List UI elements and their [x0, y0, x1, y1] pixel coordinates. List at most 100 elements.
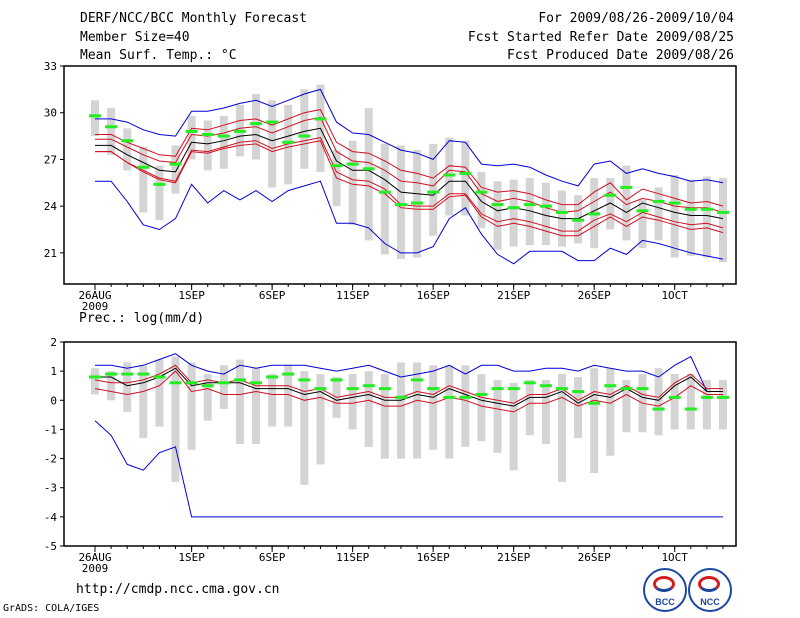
spread-box — [91, 368, 99, 395]
observed-marker — [314, 387, 327, 391]
spread-box — [348, 374, 357, 430]
panel-2: -5 -4 -3 -2 -1 0 1 2 26AUG 1SEP 6SEP 11SEP 16SEP 21SE… — [44, 311, 737, 575]
ensemble-mean-line — [95, 367, 723, 407]
observed-marker — [411, 378, 424, 382]
observed-marker — [523, 203, 536, 207]
y-tick-label: 2 — [50, 336, 57, 349]
observed-marker — [636, 387, 649, 391]
y-tick-label: 24 — [44, 200, 58, 213]
spread-box — [622, 379, 631, 433]
max-envelope-line — [95, 353, 723, 392]
observed-marker — [266, 375, 279, 379]
spread-box — [316, 374, 325, 465]
plot-frame — [63, 341, 737, 547]
spread-box — [719, 379, 727, 430]
spread-box — [123, 362, 132, 412]
spread-box — [638, 199, 647, 249]
observed-marker — [137, 372, 150, 376]
observed-marker — [604, 384, 617, 388]
observed-marker — [378, 190, 391, 194]
observed-marker — [668, 395, 681, 399]
spread-box — [139, 146, 148, 213]
observed-marker — [539, 384, 552, 388]
chart-title: DERF/NCC/BCC Monthly Forecast — [80, 11, 307, 26]
spread-box — [461, 140, 470, 216]
spread-box — [525, 178, 534, 246]
spread-box — [284, 365, 293, 427]
observed-marker — [121, 372, 134, 376]
y-tick-label: 1 — [50, 365, 57, 378]
year-label: 2009 — [82, 300, 109, 313]
spread-box — [445, 365, 454, 459]
observed-marker — [89, 375, 101, 379]
observed-marker — [443, 173, 456, 177]
observed-marker — [475, 392, 488, 396]
spread-box — [187, 115, 196, 160]
observed-marker — [185, 381, 198, 385]
observed-marker — [89, 114, 101, 118]
spread-box — [380, 143, 389, 255]
spread-box — [493, 181, 502, 250]
spread-box — [107, 371, 116, 401]
min-envelope-line — [94, 420, 723, 518]
observed-marker — [411, 201, 424, 205]
x-tick-label: 21SEP — [497, 289, 530, 302]
observed-marker — [362, 384, 375, 388]
observed-marker — [572, 390, 585, 394]
y-tick-label: 0 — [50, 394, 57, 407]
x-tick-label: 1SEP — [178, 551, 205, 564]
spread-box — [107, 108, 116, 155]
spread-box — [670, 374, 679, 430]
spread-box — [429, 365, 438, 450]
observed-marker — [604, 193, 617, 197]
spread-box — [380, 374, 389, 459]
observed-marker — [507, 206, 520, 210]
bcc-emblem-icon — [653, 576, 675, 592]
observed-marker — [427, 190, 440, 194]
spread-box — [268, 100, 277, 188]
spread-box — [91, 100, 99, 137]
x-tick-label: 26AUG — [78, 289, 111, 302]
observed-marker — [717, 395, 729, 399]
spread-box — [509, 179, 518, 247]
y-tick-label: -4 — [44, 511, 58, 524]
observed-marker — [250, 122, 263, 126]
observed-marker — [137, 165, 150, 169]
observed-marker — [185, 129, 198, 133]
grads-credit: GrADS: COLA/IGES — [3, 603, 100, 614]
panel-1: 21 24 27 30 33 26AUG 1SEP 6SEP 11SEP 16SEP 21SEP 26… — [44, 60, 737, 313]
x-tick-label: 11SEP — [336, 289, 369, 302]
max-envelope-line — [95, 88, 724, 187]
x-tick-label: 1OCT — [661, 551, 688, 564]
observed-marker — [330, 378, 343, 382]
x-tick-label: 6SEP — [259, 551, 286, 564]
p75-line — [95, 116, 724, 213]
variable-label: Mean Surf. Temp.: °C — [80, 48, 237, 63]
spread-box — [557, 374, 566, 482]
observed-marker — [121, 139, 134, 143]
observed-marker — [620, 387, 633, 391]
y-tick-label: -5 — [44, 540, 57, 553]
spread-box — [155, 359, 164, 427]
source-url[interactable]: http://cmdp.ncc.cma.gov.cn — [76, 582, 280, 597]
ncc-logo: NCC — [688, 568, 732, 612]
spread-box — [235, 359, 244, 444]
spread-box — [622, 165, 631, 241]
spread-box — [413, 362, 422, 459]
observed-marker — [668, 201, 681, 205]
observed-marker — [153, 182, 166, 186]
spread-box — [429, 143, 438, 236]
observed-marker — [684, 207, 697, 211]
spread-box — [590, 368, 599, 474]
observed-marker — [378, 387, 391, 391]
x-tick-label: 26SEP — [578, 289, 611, 302]
observed-marker — [700, 395, 713, 399]
observed-marker — [266, 120, 279, 124]
observed-marker — [394, 395, 407, 399]
spread-box — [139, 365, 148, 439]
observed-marker — [217, 134, 230, 138]
spread-box — [348, 140, 357, 225]
x-tick-label: 26AUG — [78, 551, 111, 564]
spread-box — [252, 368, 261, 444]
observed-marker — [282, 140, 295, 144]
